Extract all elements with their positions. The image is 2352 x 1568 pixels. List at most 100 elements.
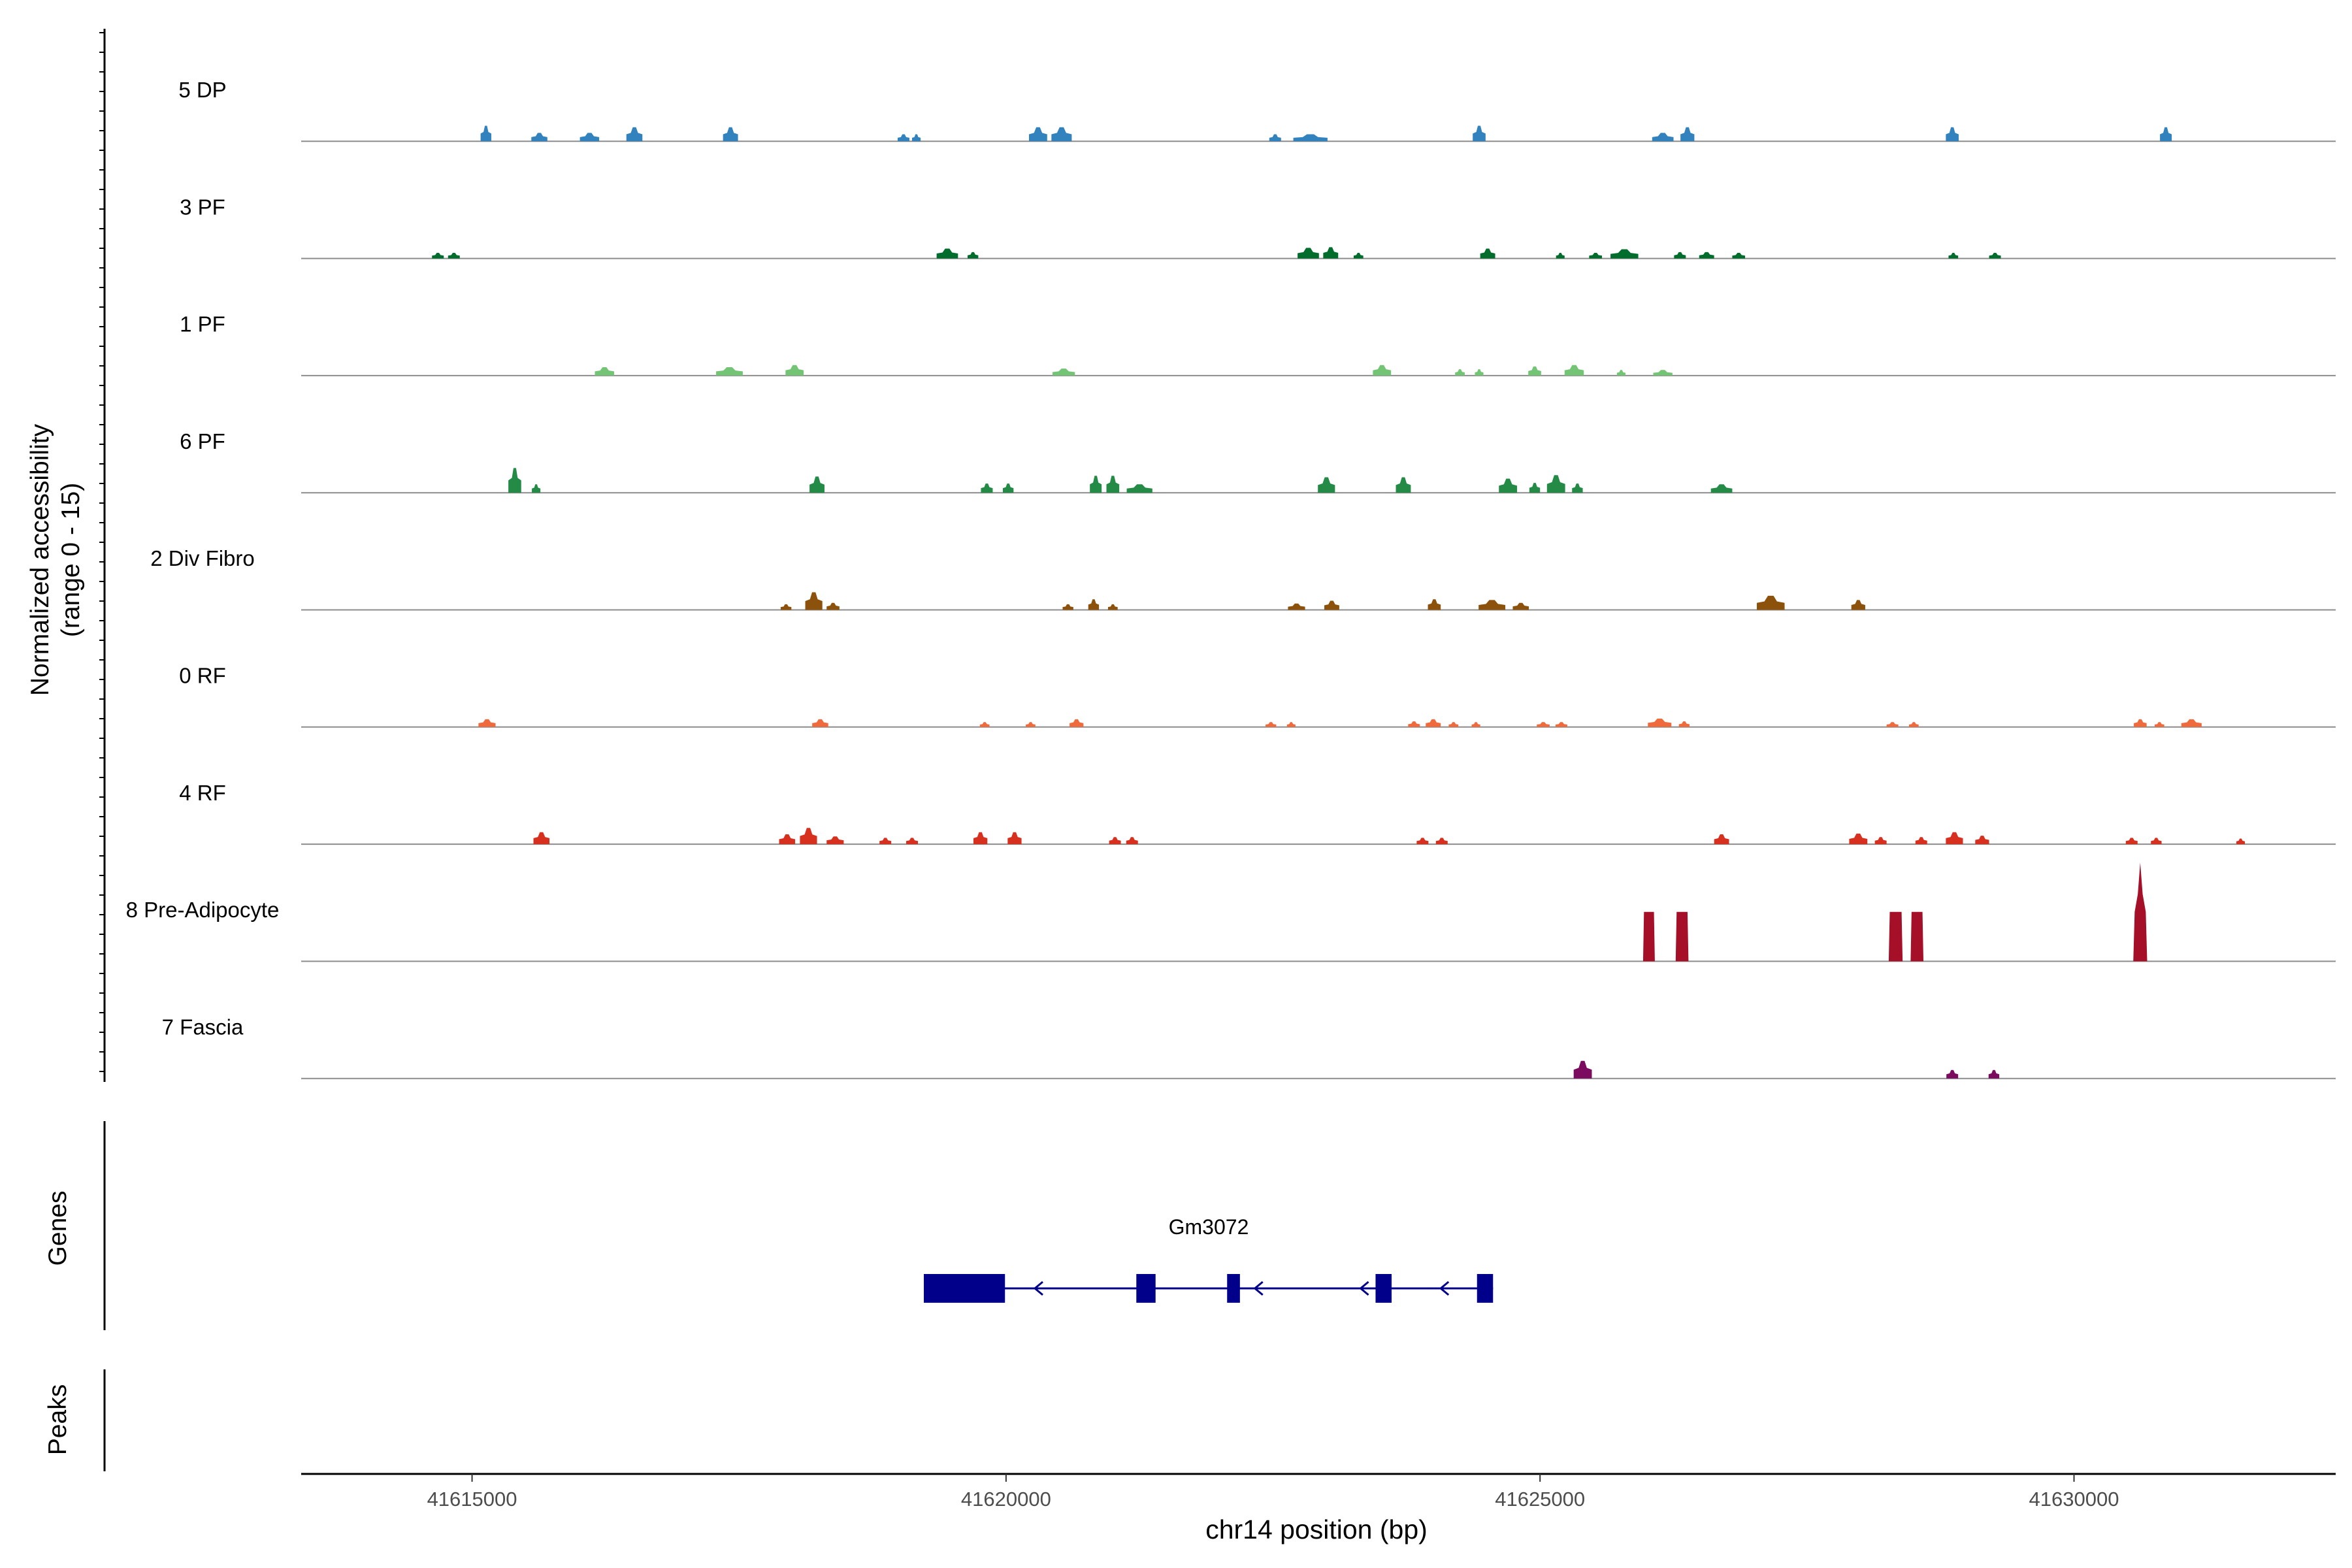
coverage-peak [897,134,909,142]
gene-annotation-panel [103,1121,1494,1330]
coverage-peak [2134,719,2147,727]
coverage-peak [1589,252,1602,259]
coverage-peak [1029,127,1047,142]
coverage-peak [936,248,958,259]
coverage-peak [478,719,496,727]
coverage-peak [1653,370,1673,376]
coverage-peak [1674,252,1686,259]
coverage-peak [1529,483,1541,493]
coverage-peak [508,468,521,493]
gene-strand-arrow [1253,1281,1264,1296]
track-label: 2 Div Fibro [150,546,255,570]
coverage-peak [1396,477,1411,493]
coverage-peak [1946,1070,1959,1079]
gene-strand-arrow [1439,1281,1450,1296]
coverage-peak [1051,127,1072,142]
coverage-peak [1428,599,1441,610]
coverage-peak [805,592,823,610]
coverage-peak [912,134,921,142]
coverage-peak [1757,595,1785,610]
track-label: 6 PF [180,429,225,453]
coverage-peak [1512,602,1529,610]
x-tick-label: 41620000 [961,1488,1051,1511]
x-axis-title: chr14 position (bp) [1205,1514,1428,1544]
coverage-peak [1090,476,1102,493]
coverage-peak [1353,252,1364,259]
gene-exon [1375,1274,1392,1303]
track-7: 4 RF [179,781,2336,845]
gene-exon [1227,1274,1240,1303]
coverage-peak [812,719,828,727]
coverage-peak [1732,252,1746,259]
coverage-peak [1886,722,1899,727]
coverage-peak [785,365,804,376]
coverage-peak [1616,370,1625,376]
track-label: 1 PF [180,312,225,336]
track-4: 6 PF [180,429,2336,494]
coverage-peak [2236,838,2246,845]
track-label: 4 RF [179,781,226,805]
coverage-peak [1416,838,1429,845]
coverage-peak [1475,369,1484,376]
coverage-peak [2151,838,2162,845]
track-8: 8 Pre-Adipocyte [126,862,2336,962]
coverage-peak [981,483,993,493]
coverage-peak [626,127,643,142]
coverage-peak [1874,837,1887,845]
coverage-peak [2154,722,2164,727]
coverage-peak [1528,366,1541,376]
coverage-peak [1652,133,1674,142]
coverage-peak [723,127,738,142]
coverage-peak [1318,477,1335,493]
gene-exon [923,1274,1005,1303]
coverage-peak [1610,249,1639,259]
coverage-peak [779,834,796,845]
coverage-peak [432,252,444,259]
coverage-peak [1473,125,1486,142]
x-tick-label: 41630000 [2029,1488,2119,1511]
track-label: 7 Fascia [162,1015,244,1039]
coverage-peak [532,484,541,493]
coverage-peak [879,838,892,845]
coverage-peak [448,252,460,259]
coverage-peak [1988,1070,2000,1079]
coverage-peak [1007,832,1022,845]
coverage-peak [1648,718,1672,727]
coverage-peak [1642,911,1655,962]
coverage-peak [1266,722,1277,727]
coverage-peak [1062,604,1073,610]
coverage-peak [1478,600,1506,610]
coverage-peak [1448,722,1459,727]
coverage-peak [1537,722,1550,727]
coverage-peak [1435,838,1448,845]
coverage-peak [1109,837,1121,845]
coverage-peak [906,838,919,845]
coverage-peak [1126,837,1138,845]
track-label: 0 RF [179,664,226,688]
coverage-peak [1499,478,1518,493]
x-axis: 41615000 41620000 41625000 41630000 [301,1473,2336,1511]
coverage-peak [1564,365,1584,376]
coverage-peak [973,832,988,845]
coverage-peak [1946,127,1959,142]
coverage-peak [979,722,990,727]
track-9: 7 Fascia [162,1015,2336,1079]
coverage-peak [1946,832,1963,845]
coverage-peak [1714,834,1729,845]
coverage-peak [1126,484,1152,493]
y-axis-title-line2: (range 0 - 15) [57,483,85,637]
track-2: 3 PF [180,195,2336,259]
coverage-peak [780,604,792,610]
coverage-peak [968,252,979,259]
coverage-peak [800,828,817,845]
gene-strand-arrow [1359,1281,1369,1296]
coverage-peak [1408,721,1420,727]
x-tick-label: 41625000 [1495,1488,1585,1511]
coverage-peak [826,602,840,610]
coverage-peak [2125,838,2138,845]
coverage-peak [1975,836,1989,845]
coverage-peak [1455,369,1465,376]
coverage-peak [1026,722,1036,727]
coverage-peak [1107,604,1118,610]
left-axis [99,29,106,1082]
